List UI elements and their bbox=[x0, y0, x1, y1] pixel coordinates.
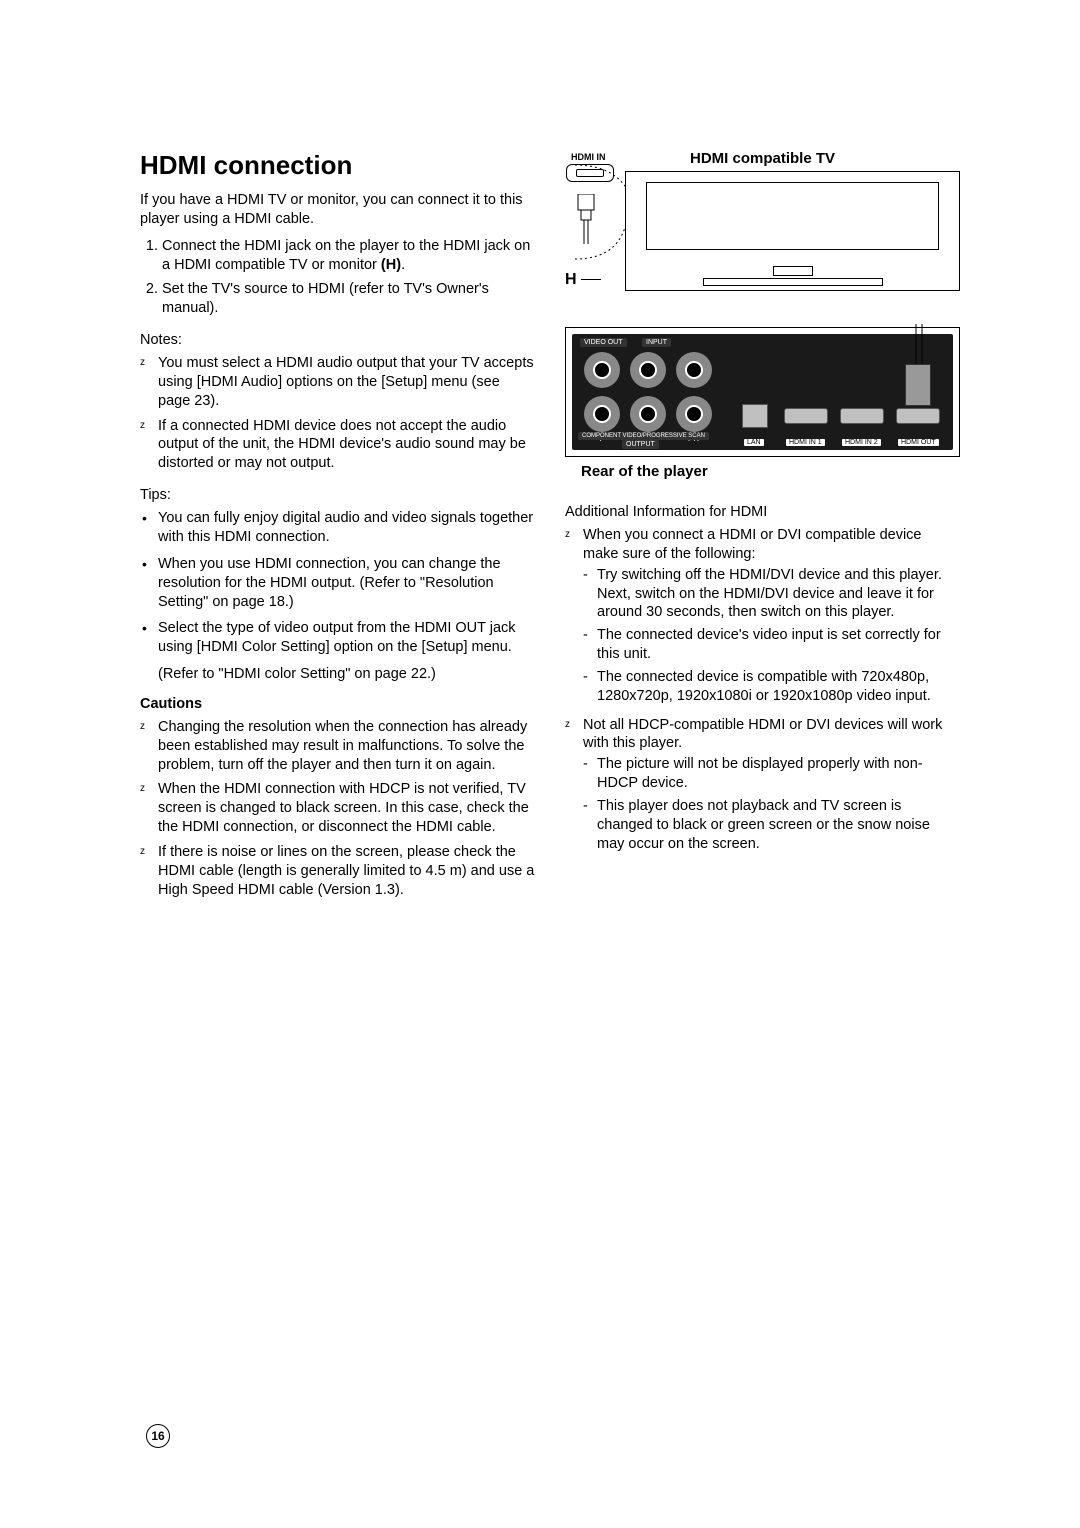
addl-item: Not all HDCP-compatible HDMI or DVI devi… bbox=[565, 716, 960, 854]
note-item: If a connected HDMI device does not acce… bbox=[140, 417, 535, 474]
hdmi-in2-label: HDMI IN 2 bbox=[842, 439, 881, 446]
cautions-list: Changing the resolution when the connect… bbox=[140, 718, 535, 900]
lan-port-icon bbox=[742, 404, 768, 428]
additional-info-label: Additional Information for HDMI bbox=[565, 504, 960, 520]
rca-port-icon bbox=[584, 396, 620, 432]
hdmi-in-port-icon bbox=[566, 164, 614, 182]
hdmi-cable-icon bbox=[572, 194, 600, 244]
sub-list: The picture will not be displayed proper… bbox=[583, 755, 960, 853]
sub-item: Try switching off the HDMI/DVI device an… bbox=[583, 566, 960, 623]
page-heading: HDMI connection bbox=[140, 150, 535, 181]
sub-item: The connected device is compatible with … bbox=[583, 668, 960, 706]
rca-port-icon bbox=[676, 396, 712, 432]
sub-item: This player does not playback and TV scr… bbox=[583, 797, 960, 854]
addl-item-text: Not all HDCP-compatible HDMI or DVI devi… bbox=[583, 717, 942, 752]
step-1-post: . bbox=[401, 257, 405, 273]
steps-list: Connect the HDMI jack on the player to t… bbox=[140, 237, 535, 318]
input-label: INPUT bbox=[642, 338, 671, 347]
rear-panel-diagram: VIDEO OUT INPUT Y PB PR COMPONENT VIDEO/… bbox=[565, 327, 960, 457]
rca-port-icon bbox=[630, 352, 666, 388]
notes-list: You must select a HDMI audio output that… bbox=[140, 354, 535, 473]
hdmi-out-label: HDMI OUT bbox=[898, 439, 939, 446]
lan-label: LAN bbox=[744, 439, 764, 446]
hdmi-in-label: HDMI IN bbox=[571, 152, 606, 162]
caution-item: Changing the resolution when the connect… bbox=[140, 718, 535, 775]
tip-item: When you use HDMI connection, you can ch… bbox=[140, 555, 535, 612]
sub-item: The picture will not be displayed proper… bbox=[583, 755, 960, 793]
cable-icon bbox=[912, 324, 932, 366]
rca-port-icon bbox=[584, 352, 620, 388]
connection-diagram: HDMI compatible TV HDMI IN bbox=[565, 150, 960, 480]
tip-3-text: Select the type of video output from the… bbox=[158, 620, 516, 655]
caution-item: If there is noise or lines on the screen… bbox=[140, 843, 535, 900]
tips-label: Tips: bbox=[140, 487, 535, 503]
hdmi-in1-label: HDMI IN 1 bbox=[786, 439, 825, 446]
tv-icon: HDMI IN bbox=[625, 171, 960, 291]
h-label: H bbox=[565, 271, 577, 289]
note-item: You must select a HDMI audio output that… bbox=[140, 354, 535, 411]
cautions-label: Cautions bbox=[140, 696, 535, 712]
hdmi-port-icon bbox=[840, 408, 884, 424]
additional-info-list: When you connect a HDMI or DVI compatibl… bbox=[565, 526, 960, 854]
tip-item: Select the type of video output from the… bbox=[140, 619, 535, 657]
rear-label: Rear of the player bbox=[581, 463, 960, 480]
addl-item-text: When you connect a HDMI or DVI compatibl… bbox=[583, 527, 921, 562]
output-label: OUTPUT bbox=[622, 440, 659, 449]
step-1: Connect the HDMI jack on the player to t… bbox=[162, 237, 535, 275]
h-line-icon bbox=[581, 279, 601, 280]
component-label: COMPONENT VIDEO/PROGRESSIVE SCAN bbox=[578, 432, 709, 440]
rca-port-icon bbox=[630, 396, 666, 432]
tip-item: You can fully enjoy digital audio and vi… bbox=[140, 509, 535, 547]
caution-item: When the HDMI connection with HDCP is no… bbox=[140, 780, 535, 837]
intro-text: If you have a HDMI TV or monitor, you ca… bbox=[140, 191, 535, 229]
page-number: 16 bbox=[146, 1424, 170, 1448]
hdmi-port-icon bbox=[896, 408, 940, 424]
video-out-label: VIDEO OUT bbox=[580, 338, 627, 347]
addl-item: When you connect a HDMI or DVI compatibl… bbox=[565, 526, 960, 706]
step-2: Set the TV's source to HDMI (refer to TV… bbox=[162, 280, 535, 318]
tip-3-sub: (Refer to "HDMI color Setting" on page 2… bbox=[140, 665, 535, 684]
sub-list: Try switching off the HDMI/DVI device an… bbox=[583, 566, 960, 706]
sub-item: The connected device's video input is se… bbox=[583, 626, 960, 664]
hdmi-port-icon bbox=[784, 408, 828, 424]
notes-label: Notes: bbox=[140, 332, 535, 348]
rca-port-icon bbox=[676, 352, 712, 388]
hdmi-plug-icon bbox=[905, 364, 931, 406]
step-1-bold: (H) bbox=[381, 257, 401, 273]
tips-list: You can fully enjoy digital audio and vi… bbox=[140, 509, 535, 657]
step-2-pre: Set the TV's source to HDMI (refer to TV… bbox=[162, 281, 489, 316]
step-1-pre: Connect the HDMI jack on the player to t… bbox=[162, 238, 530, 273]
